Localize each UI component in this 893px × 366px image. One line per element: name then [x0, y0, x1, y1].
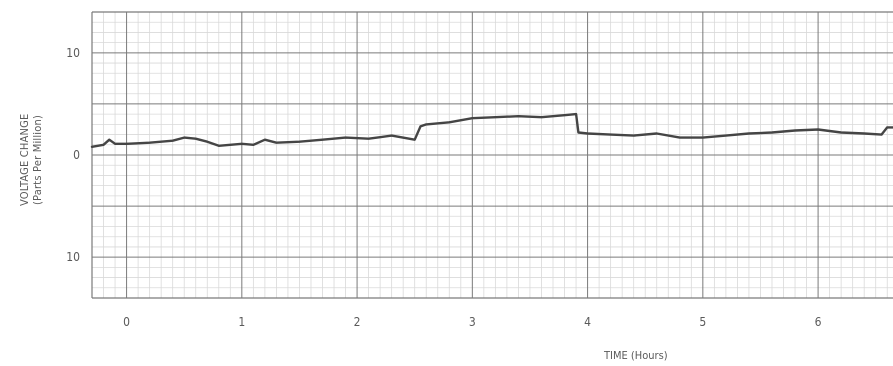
data-point — [863, 132, 866, 135]
data-point — [577, 131, 580, 134]
x-tick-label: 5 — [699, 315, 706, 329]
data-point — [880, 133, 883, 136]
x-tick-label: 2 — [354, 315, 361, 329]
data-point — [114, 142, 116, 145]
data-point — [563, 114, 566, 117]
y-axis-unit: (Parts Per Million) — [31, 114, 44, 206]
data-point — [390, 134, 393, 137]
data-point — [298, 140, 301, 143]
data-point — [275, 141, 278, 144]
y-axis-title: VOLTAGE CHANGE — [18, 113, 31, 207]
data-point — [125, 142, 128, 145]
data-point — [701, 136, 704, 139]
data-point — [183, 136, 186, 139]
x-tick-label: 0 — [123, 315, 130, 329]
data-point — [367, 137, 370, 140]
data-point — [91, 145, 93, 148]
data-point — [108, 138, 111, 141]
data-point — [194, 137, 197, 140]
data-point — [609, 133, 612, 136]
x-tick-label: 6 — [815, 315, 822, 329]
y-tick-label: 10 — [66, 46, 80, 60]
series-line — [90, 112, 893, 148]
data-point — [240, 142, 243, 145]
x-axis-label: TIME (Hours) — [604, 349, 668, 362]
data-point — [448, 121, 451, 124]
data-point — [471, 117, 474, 120]
data-point — [655, 132, 658, 135]
data-point — [586, 132, 589, 135]
data-point — [171, 139, 174, 142]
data-point — [252, 143, 255, 146]
data-point — [840, 131, 843, 134]
data-point — [678, 136, 681, 139]
data-point — [206, 140, 209, 143]
data-point — [344, 136, 347, 139]
data-point — [575, 113, 577, 116]
x-tick-label: 1 — [238, 315, 245, 329]
y-tick-label: 10 — [66, 250, 80, 264]
data-point — [321, 138, 324, 141]
data-point — [148, 141, 151, 144]
data-point — [724, 134, 727, 137]
data-point — [748, 132, 750, 135]
data-point — [413, 138, 416, 141]
data-point — [817, 128, 819, 131]
data-point — [632, 134, 635, 137]
data-point — [494, 116, 497, 119]
y-tick-label: 0 — [73, 148, 80, 162]
x-tick-label: 4 — [584, 315, 591, 329]
data-point — [263, 138, 266, 141]
data-point — [794, 129, 796, 132]
data-point — [425, 123, 428, 126]
data-point — [771, 131, 773, 134]
data-point — [540, 116, 543, 119]
data-point — [886, 126, 889, 129]
data-point — [102, 143, 105, 146]
data-point — [419, 125, 422, 128]
y-axis-label: VOLTAGE CHANGE (Parts Per Million) — [12, 60, 50, 260]
data-point — [517, 115, 520, 118]
x-tick-label: 3 — [469, 315, 476, 329]
data-point — [217, 144, 220, 147]
